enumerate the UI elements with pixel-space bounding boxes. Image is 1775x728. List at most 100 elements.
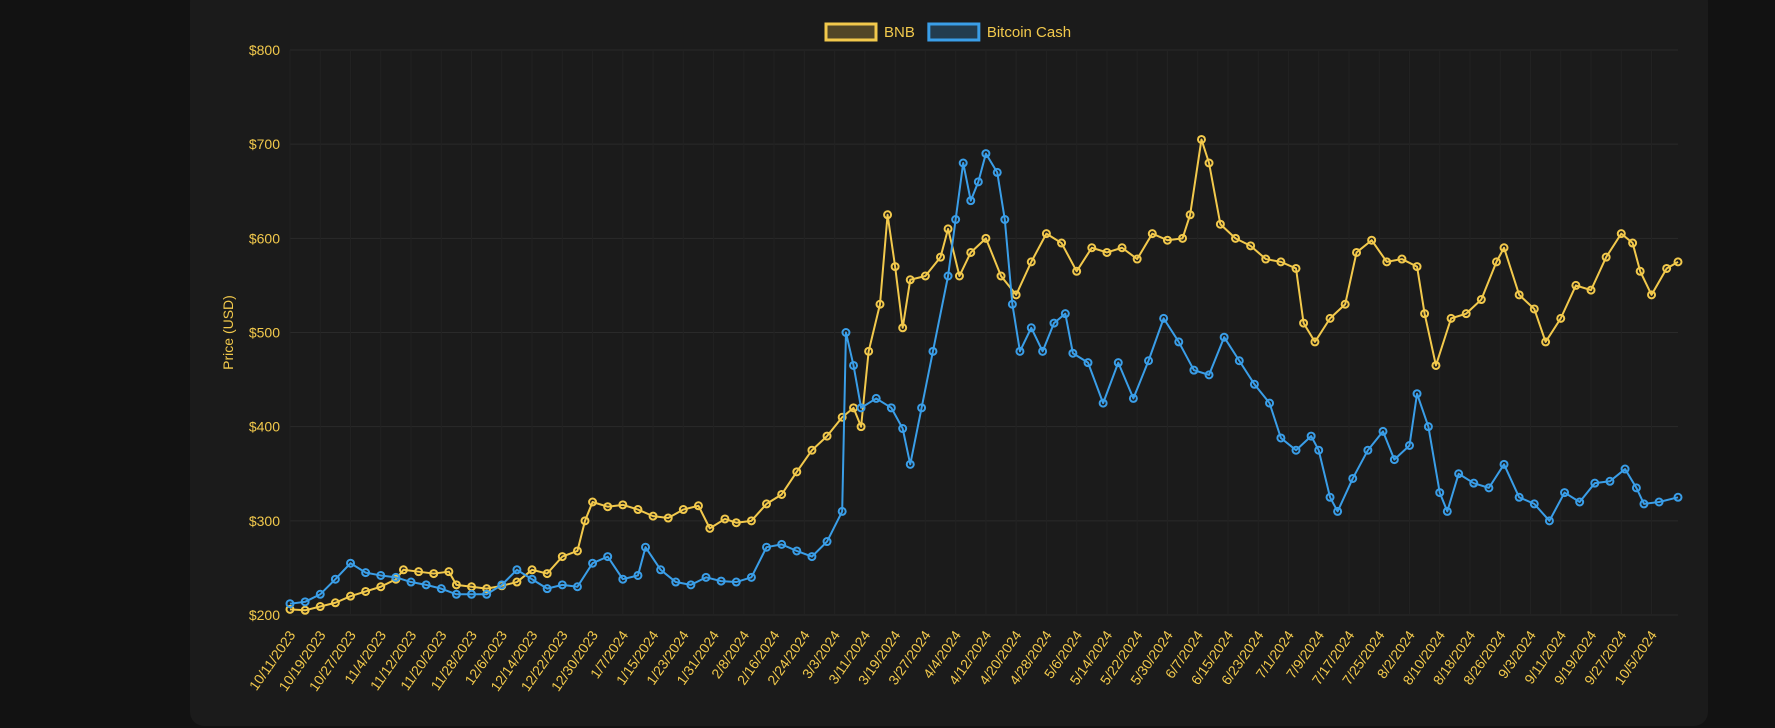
data-point — [1556, 313, 1566, 323]
data-point — [966, 196, 976, 206]
data-point — [981, 149, 991, 159]
data-point — [1378, 426, 1388, 436]
data-point — [557, 580, 567, 590]
data-point — [1234, 356, 1244, 366]
data-point — [1219, 332, 1229, 342]
data-point — [731, 577, 741, 587]
data-point — [837, 412, 847, 422]
data-point — [905, 275, 915, 285]
data-point — [467, 589, 477, 599]
data-point — [1231, 233, 1241, 243]
data-point — [1178, 233, 1188, 243]
data-point — [1404, 441, 1414, 450]
data-point — [300, 597, 310, 607]
data-point — [1575, 497, 1585, 507]
series-line-bnb — [289, 138, 1679, 612]
data-point — [1352, 247, 1362, 257]
data-point — [1306, 431, 1316, 441]
data-point — [1631, 483, 1641, 493]
data-point — [1529, 304, 1539, 314]
data-point — [1068, 348, 1078, 358]
data-point — [678, 505, 688, 515]
data-point — [1348, 473, 1358, 483]
data-point — [1299, 318, 1309, 328]
data-point — [1026, 323, 1036, 333]
data-point — [871, 393, 881, 403]
data-point — [1397, 254, 1407, 264]
data-point — [1261, 254, 1271, 264]
data-point — [1102, 247, 1112, 257]
data-point — [1204, 370, 1214, 380]
data-point — [346, 558, 356, 568]
data-point — [1041, 229, 1051, 239]
data-point — [1491, 257, 1501, 267]
data-point — [361, 586, 371, 596]
data-point — [572, 582, 582, 592]
data-point — [1276, 257, 1286, 267]
data-point — [1007, 299, 1017, 309]
data-point — [1442, 506, 1452, 516]
data-point — [633, 570, 643, 580]
data-point — [1117, 243, 1127, 253]
data-point — [898, 424, 908, 434]
data-point — [1333, 506, 1343, 516]
data-point — [1174, 337, 1184, 347]
data-point — [1529, 499, 1539, 509]
data-point — [1310, 337, 1320, 347]
data-point — [1605, 476, 1615, 486]
data-point — [1412, 389, 1422, 399]
data-point — [905, 459, 915, 469]
data-point — [557, 552, 567, 562]
data-point — [1249, 379, 1259, 389]
data-point — [1291, 263, 1301, 273]
data-point — [1204, 158, 1214, 168]
data-point — [1128, 393, 1138, 403]
data-point — [444, 567, 454, 577]
data-point — [1586, 285, 1596, 295]
data-point — [1616, 229, 1626, 239]
data-point — [693, 501, 703, 511]
data-point — [1560, 488, 1570, 498]
data-point — [1628, 238, 1638, 248]
data-point — [1435, 488, 1445, 498]
data-point — [792, 546, 802, 556]
data-point — [1484, 483, 1494, 493]
data-point — [1162, 235, 1172, 245]
legend-swatch-bitcoin-cash — [927, 22, 981, 42]
data-point — [603, 552, 613, 562]
data-point — [705, 523, 715, 533]
y-tick-label: $700 — [249, 136, 280, 152]
y-tick-label: $200 — [249, 607, 280, 623]
data-point — [618, 500, 628, 510]
data-point — [641, 542, 651, 552]
data-point — [1015, 346, 1025, 356]
data-point — [1673, 257, 1683, 267]
data-point — [618, 574, 628, 584]
data-point — [720, 514, 730, 524]
data-point — [1647, 290, 1657, 300]
data-point — [1113, 358, 1123, 368]
data-point — [1367, 235, 1377, 245]
data-point — [777, 539, 787, 549]
data-point — [603, 502, 613, 512]
data-point — [966, 247, 976, 257]
data-point — [482, 589, 492, 599]
data-point — [1382, 257, 1392, 267]
data-point — [1098, 398, 1108, 408]
data-point — [429, 569, 439, 579]
legend-label-bitcoin-cash: Bitcoin Cash — [987, 24, 1071, 41]
data-point — [1000, 215, 1010, 224]
data-point — [1026, 257, 1036, 267]
data-point — [841, 328, 851, 337]
data-point — [1196, 134, 1206, 144]
data-point — [1544, 516, 1554, 526]
data-point — [497, 580, 507, 590]
data-point — [1571, 280, 1581, 290]
data-point — [731, 518, 741, 528]
y-axis-title: Price (USD) — [220, 295, 236, 370]
data-point — [1087, 243, 1097, 253]
data-point — [943, 224, 953, 234]
data-point — [1639, 499, 1649, 509]
data-point — [1072, 266, 1082, 276]
data-point — [361, 568, 371, 578]
